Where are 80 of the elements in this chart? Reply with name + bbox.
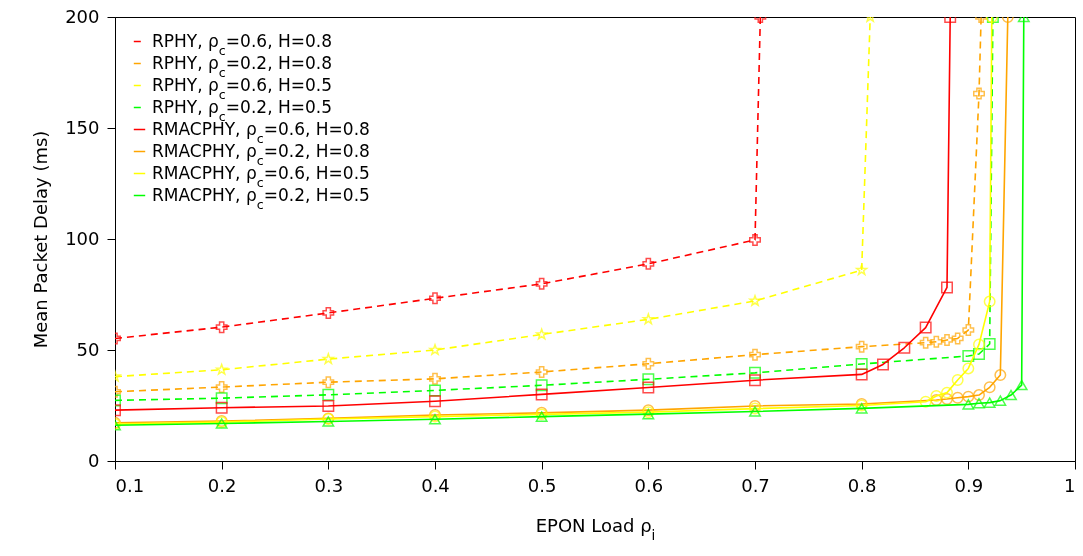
point (855, 340, 868, 353)
point (930, 335, 943, 348)
point (962, 362, 975, 375)
x-tick-label: 0.9 (954, 474, 984, 496)
point (322, 376, 335, 389)
point (215, 381, 228, 394)
x-tick-label: 0.7 (741, 474, 770, 496)
point (429, 372, 441, 385)
x-tick-label: 0.2 (207, 474, 237, 496)
point (535, 388, 548, 401)
point (749, 374, 761, 387)
point (749, 294, 761, 306)
y-tick-label: 150 (65, 116, 100, 138)
y-axis-title: Mean Packet Delay (ms) (30, 130, 52, 349)
point (535, 277, 548, 290)
point (898, 341, 911, 354)
point (930, 389, 943, 402)
point (919, 395, 932, 408)
point (941, 386, 953, 399)
point (215, 401, 228, 414)
point (973, 397, 985, 409)
point (429, 395, 441, 408)
point (962, 399, 975, 410)
point (749, 348, 761, 361)
point (1015, 379, 1028, 391)
point (535, 328, 548, 340)
point (962, 324, 975, 337)
y-tick-label: 50 (76, 338, 100, 360)
point (855, 403, 868, 414)
x-tick-label: 0.5 (527, 474, 557, 496)
point (749, 233, 761, 246)
point (941, 334, 953, 346)
x-axis-title: EPON Load ρ$_{i}$ (535, 514, 656, 543)
x-tick-label: 0.1 (115, 474, 145, 496)
point (919, 321, 932, 334)
x-tick-label: 0.3 (314, 474, 344, 496)
point (951, 332, 964, 345)
point (983, 338, 996, 350)
x-tick-label: 1 (1064, 474, 1076, 496)
point (322, 388, 335, 401)
point (994, 369, 1007, 382)
y-tick-label: 100 (65, 227, 100, 249)
point (1005, 389, 1017, 401)
point (941, 281, 953, 294)
point (642, 313, 655, 325)
point (951, 373, 964, 386)
point (215, 363, 228, 375)
x-tick-label: 0.8 (847, 474, 877, 496)
point (994, 395, 1007, 406)
point (973, 348, 985, 360)
point (962, 350, 975, 362)
point (642, 357, 655, 370)
point (983, 295, 996, 308)
point (951, 391, 964, 404)
point (962, 390, 975, 403)
point (642, 373, 655, 386)
point (973, 338, 985, 351)
point (983, 381, 996, 394)
point (322, 306, 335, 319)
point (855, 368, 868, 381)
point (642, 381, 655, 394)
point (877, 358, 889, 371)
point (535, 365, 548, 378)
point (983, 397, 996, 408)
point (642, 257, 655, 270)
point (749, 366, 761, 379)
point (429, 292, 441, 305)
point (322, 399, 335, 412)
point (749, 406, 761, 417)
point (930, 393, 943, 406)
point (973, 389, 985, 402)
point (941, 393, 953, 406)
point (535, 379, 548, 392)
point (215, 321, 228, 334)
y-tick-label: 0 (88, 449, 100, 471)
x-tick-label: 0.4 (421, 474, 450, 496)
x-tick-label: 0.6 (634, 474, 664, 496)
y-tick-label: 200 (65, 5, 100, 27)
point (919, 336, 932, 349)
point (215, 392, 228, 405)
